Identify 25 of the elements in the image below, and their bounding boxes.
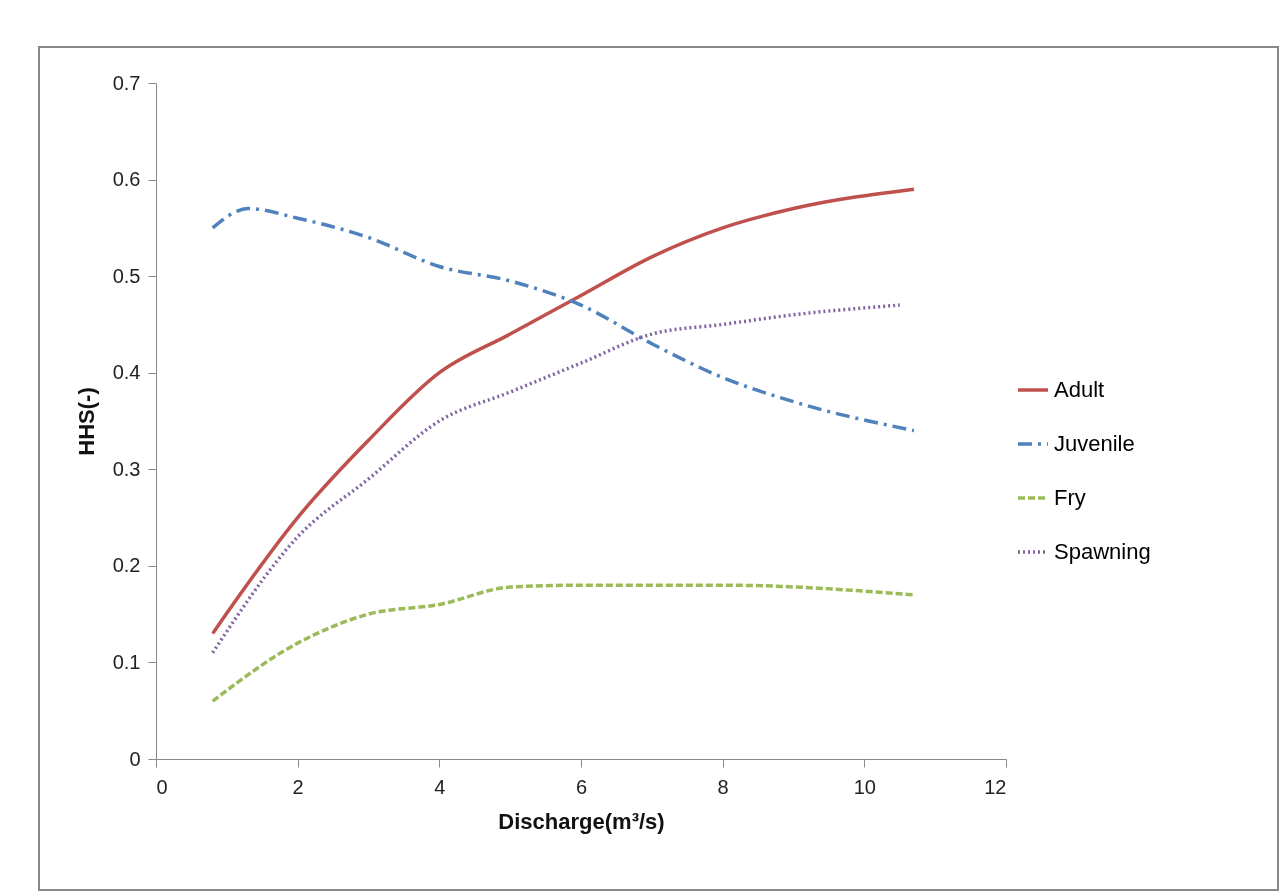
x-tick-label: 6 [575,775,588,798]
y-tick-label: 0.7 [112,71,141,94]
line-series [210,583,916,703]
legend-label: Adult [1054,377,1105,402]
y-axis-title: HHS(-) [73,387,99,456]
x-tick-label: 8 [717,775,729,798]
x-axis-title: Discharge(m³/s) [498,808,665,834]
x-tick-label: 0 [156,775,168,798]
y-tick-label: 0.6 [112,168,141,191]
y-tick-label: 0.1 [112,650,141,673]
x-tick-label: 2 [292,775,304,798]
x-tick-label: 4 [434,775,446,798]
x-tick-label: 10 [853,775,876,798]
y-tick-label: 0.4 [112,361,141,384]
line-series [210,187,916,636]
x-tick-label: 12 [984,775,1007,798]
line-series [210,206,916,433]
y-tick-label: 0.5 [112,264,141,287]
line-series [210,303,902,655]
y-tick-label: 0.2 [112,554,141,577]
y-tick-label: 0 [129,747,141,770]
legend-label: Fry [1054,485,1086,510]
y-tick-label: 0.3 [112,457,141,480]
legend-label: Juvenile [1054,431,1135,456]
legend-label: Spawning [1054,539,1151,564]
